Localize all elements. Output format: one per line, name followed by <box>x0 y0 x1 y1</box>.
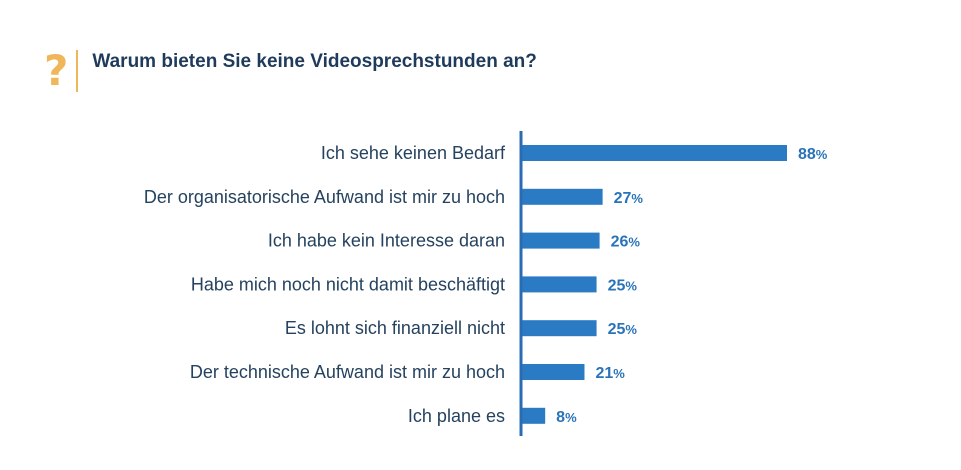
category-label: Ich plane es <box>408 406 505 426</box>
question-mark-icon: ? <box>44 46 69 95</box>
value-label: 88% <box>798 146 828 163</box>
value-label: 25% <box>608 321 638 338</box>
value-label: 25% <box>608 277 638 294</box>
bar <box>521 407 546 424</box>
value-unit: % <box>625 278 637 293</box>
value-label: 21% <box>595 365 625 382</box>
chart-title: Warum bieten Sie keine Videosprechstunde… <box>92 51 537 72</box>
category-label: Ich sehe keinen Bedarf <box>321 143 506 163</box>
value-unit: % <box>631 191 643 206</box>
bar <box>521 188 603 205</box>
category-label: Der technische Aufwand ist mir zu hoch <box>190 362 505 382</box>
bar <box>521 320 597 337</box>
bar <box>521 145 787 161</box>
value-unit: % <box>565 410 577 425</box>
category-label: Es lohnt sich finanziell nicht <box>285 318 505 338</box>
value-unit: % <box>613 366 625 381</box>
chart-header: ? Warum bieten Sie keine Videosprechstun… <box>44 46 537 96</box>
value-label: 26% <box>611 234 641 251</box>
value-number: 25 <box>608 277 626 294</box>
value-label: 27% <box>614 190 644 207</box>
value-number: 8 <box>556 409 565 426</box>
bar <box>521 364 585 380</box>
value-number: 27 <box>614 190 632 207</box>
category-label: Der organisatorische Aufwand ist mir zu … <box>144 187 505 207</box>
value-label: 8% <box>556 409 577 426</box>
category-label: Habe mich noch nicht damit beschäftigt <box>191 274 505 294</box>
value-number: 26 <box>611 234 629 251</box>
value-unit: % <box>628 235 640 250</box>
value-unit: % <box>625 322 637 337</box>
value-number: 88 <box>798 146 816 163</box>
value-number: 21 <box>595 365 613 382</box>
bar <box>521 232 600 249</box>
value-unit: % <box>816 147 828 162</box>
category-label: Ich habe kein Interesse daran <box>268 231 505 251</box>
header-divider <box>76 50 79 92</box>
bar <box>521 276 597 293</box>
value-number: 25 <box>608 321 626 338</box>
